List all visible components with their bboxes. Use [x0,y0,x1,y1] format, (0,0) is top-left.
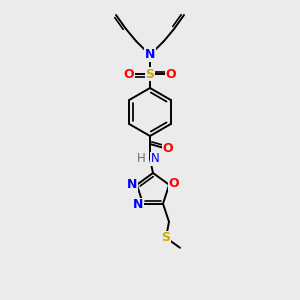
Text: O: O [163,142,173,154]
Text: S: S [161,231,170,244]
Text: N: N [127,178,137,191]
Text: H: H [137,152,146,166]
Text: O: O [124,68,134,80]
Text: N: N [145,49,155,62]
Text: O: O [166,68,176,80]
Text: N: N [151,152,160,166]
Text: O: O [169,177,179,190]
Text: S: S [146,68,154,80]
Text: N: N [133,198,143,211]
